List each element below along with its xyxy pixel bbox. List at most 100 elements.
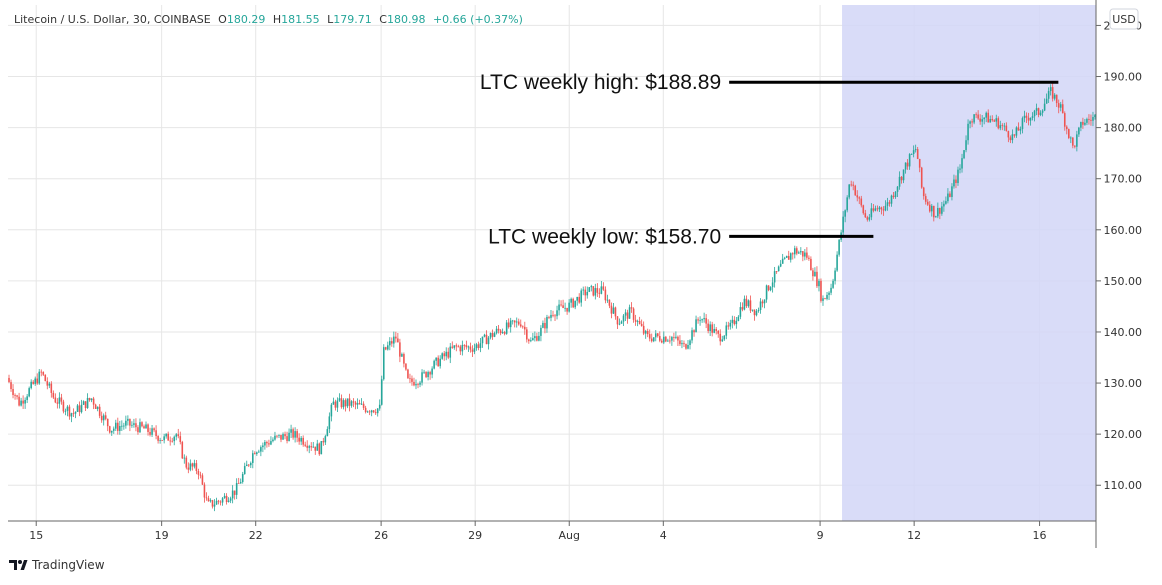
change-value: +0.66 (+0.37%) <box>433 13 523 26</box>
candle-body <box>834 270 836 281</box>
candle-body <box>211 500 214 507</box>
time-tick-label: 16 <box>1033 529 1047 542</box>
candle-body <box>544 322 546 329</box>
candle-body <box>1031 116 1034 118</box>
candle-body <box>1037 108 1040 115</box>
candle-body <box>445 351 448 357</box>
candle-body <box>175 434 178 437</box>
candle-body <box>632 308 635 320</box>
candle-body <box>862 205 865 214</box>
candle-body <box>1092 116 1094 121</box>
candle-body <box>860 198 863 206</box>
candle-body <box>521 326 524 328</box>
candle-body <box>638 320 641 324</box>
candle-body <box>562 305 564 309</box>
candle-body <box>574 300 576 308</box>
candle-body <box>231 490 234 499</box>
candle-body <box>652 337 655 342</box>
candle-body <box>624 312 627 316</box>
high-label: H <box>273 13 281 26</box>
candle-body <box>125 420 127 426</box>
candle-body <box>135 423 137 428</box>
candle-body <box>352 401 355 403</box>
candle-body <box>36 378 39 384</box>
candle-body <box>739 307 742 317</box>
candle-body <box>193 463 196 467</box>
candle-body <box>648 334 651 339</box>
candle-body <box>330 404 333 417</box>
candle-body <box>92 398 95 405</box>
candle-body <box>475 344 478 349</box>
candle-body <box>755 311 758 316</box>
candle-body <box>207 498 210 502</box>
candle-body <box>310 446 313 448</box>
candle-body <box>1011 134 1014 141</box>
candle-body <box>507 322 510 328</box>
candle-body <box>822 298 824 301</box>
candle-body <box>233 490 236 495</box>
candle-body <box>679 340 681 345</box>
candle-body <box>719 333 722 342</box>
candle-body <box>620 321 623 324</box>
candle-body <box>826 294 828 299</box>
candle-body <box>336 400 339 408</box>
candle-body <box>117 422 119 431</box>
candle-body <box>501 332 504 334</box>
candle-body <box>546 317 548 329</box>
candle-body <box>711 324 713 333</box>
candle-body <box>542 322 544 328</box>
candle-body <box>88 397 91 401</box>
candle-body <box>467 346 470 348</box>
candle-body <box>717 330 720 334</box>
candle-body <box>963 150 965 159</box>
candle-body <box>223 495 226 499</box>
candle-body <box>284 434 286 437</box>
candle-body <box>185 457 188 468</box>
candle-body <box>576 296 578 301</box>
candle-body <box>145 424 147 429</box>
low-value: 179.71 <box>333 13 372 26</box>
candle-body <box>1072 137 1074 146</box>
candle-body <box>12 389 14 395</box>
candle-body <box>495 328 498 334</box>
candle-body <box>427 372 429 378</box>
candle-body <box>820 280 822 301</box>
candle-body <box>437 357 439 367</box>
candle-body <box>598 292 601 294</box>
footer-branding[interactable]: TradingView <box>8 558 105 572</box>
candle-body <box>393 336 395 344</box>
candle-body <box>878 207 881 210</box>
candle-body <box>209 500 212 502</box>
candle-body <box>10 382 12 390</box>
candle-body <box>723 335 726 340</box>
price-chart[interactable]: LTC weekly high: $188.89 LTC weekly low: … <box>0 0 1162 552</box>
candle-body <box>1007 131 1010 138</box>
candle-body <box>181 442 184 459</box>
candle-body <box>280 434 282 440</box>
candle-body <box>838 239 840 255</box>
candle-body <box>566 307 568 312</box>
candle-body <box>983 117 985 120</box>
candle-body <box>681 343 683 345</box>
candle-body <box>52 392 55 398</box>
candle-body <box>769 287 772 291</box>
candle-body <box>302 437 304 445</box>
candle-body <box>497 328 500 331</box>
candle-body <box>644 330 647 334</box>
candle-body <box>1015 127 1018 136</box>
candle-body <box>552 314 554 316</box>
candle-body <box>66 406 69 411</box>
price-tick-label: 140.00 <box>1104 326 1143 339</box>
open-label: O <box>218 13 227 26</box>
candle-body <box>554 315 556 317</box>
candle-body <box>749 300 752 311</box>
currency-button[interactable]: USD <box>1109 8 1139 30</box>
candle-body <box>413 381 415 386</box>
candle-body <box>800 251 802 253</box>
candle-body <box>338 398 341 401</box>
candle-body <box>155 430 157 437</box>
candle-body <box>765 285 768 300</box>
candle-body <box>580 290 583 303</box>
candle-body <box>447 351 450 358</box>
candle-body <box>975 114 977 116</box>
